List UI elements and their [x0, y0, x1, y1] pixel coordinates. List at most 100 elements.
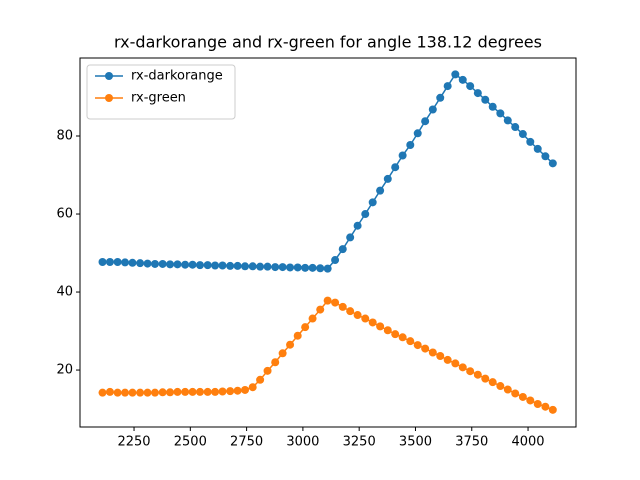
plot-area: [98, 70, 557, 414]
data-point: [331, 256, 340, 265]
data-point: [188, 260, 197, 269]
data-point: [383, 326, 392, 335]
data-point: [473, 89, 482, 98]
data-point: [376, 322, 385, 331]
data-point: [278, 263, 287, 272]
data-point: [271, 358, 280, 367]
y-tick-label: 60: [56, 207, 73, 222]
data-point: [301, 263, 310, 272]
data-point: [203, 261, 212, 270]
data-point: [316, 305, 325, 314]
x-tick-label: 3750: [455, 435, 488, 450]
data-point: [323, 296, 332, 305]
data-point: [218, 261, 227, 270]
y-tick-label: 40: [56, 285, 73, 300]
data-point: [233, 386, 242, 395]
data-point: [203, 387, 212, 396]
data-point: [271, 263, 280, 272]
legend-label: rx-green: [131, 91, 186, 106]
data-point: [338, 245, 347, 254]
data-point: [105, 387, 114, 396]
data-point: [488, 378, 497, 387]
data-point: [503, 116, 512, 125]
data-point: [105, 258, 114, 267]
data-point: [128, 388, 137, 397]
data-point: [413, 129, 422, 138]
data-point: [518, 130, 527, 139]
data-point: [436, 93, 445, 102]
legend-marker: [105, 94, 113, 102]
data-point: [451, 70, 460, 79]
data-point: [113, 258, 122, 267]
data-point: [136, 259, 145, 268]
data-point: [293, 263, 302, 272]
data-point: [121, 258, 130, 267]
data-point: [526, 137, 535, 146]
data-point: [346, 307, 355, 316]
legend-label: rx-darkorange: [131, 69, 223, 84]
axes-frame: [79, 57, 577, 428]
x-tick-label: 2500: [174, 435, 207, 450]
data-point: [121, 388, 130, 397]
data-point: [196, 387, 205, 396]
data-point: [166, 388, 175, 397]
data-point: [353, 311, 362, 320]
data-point: [503, 385, 512, 394]
data-point: [211, 387, 220, 396]
x-tick-label: 3500: [399, 435, 432, 450]
data-point: [541, 402, 550, 411]
data-point: [518, 392, 527, 401]
data-point: [473, 370, 482, 379]
y-tick-label: 80: [56, 129, 73, 144]
data-point: [361, 210, 370, 219]
data-point: [166, 260, 175, 269]
data-point: [181, 387, 190, 396]
data-point: [256, 262, 265, 271]
data-point: [398, 333, 407, 342]
data-point: [181, 260, 190, 269]
data-point: [436, 352, 445, 361]
data-point: [150, 388, 159, 397]
data-point: [136, 388, 145, 397]
data-point: [413, 341, 422, 350]
x-tick-label: 4000: [511, 435, 544, 450]
data-point: [406, 337, 415, 346]
data-point: [158, 259, 167, 268]
x-tick-label: 2250: [117, 435, 150, 450]
data-point: [308, 263, 317, 272]
data-point: [308, 314, 317, 323]
data-point: [458, 75, 467, 84]
data-point: [481, 95, 490, 104]
data-point: [533, 144, 542, 153]
data-point: [376, 186, 385, 195]
data-point: [391, 163, 400, 172]
data-point: [286, 263, 295, 272]
data-point: [346, 233, 355, 242]
data-point: [241, 262, 250, 271]
data-point: [533, 399, 542, 408]
data-point: [451, 359, 460, 368]
data-point: [466, 367, 475, 376]
data-point: [293, 331, 302, 340]
data-point: [353, 221, 362, 230]
data-point: [383, 174, 392, 183]
data-point: [466, 82, 475, 91]
x-tick-label: 3000: [286, 435, 319, 450]
data-point: [301, 323, 310, 332]
data-point: [248, 262, 257, 271]
legend-marker: [105, 72, 113, 80]
chart-title: rx-darkorange and rx-green for angle 138…: [114, 33, 542, 52]
data-point: [98, 388, 107, 397]
y-tick-label: 20: [56, 363, 73, 378]
data-point: [548, 405, 557, 414]
data-point: [511, 389, 520, 398]
data-point: [368, 198, 377, 207]
legend: rx-darkorange rx-green: [86, 64, 236, 120]
data-point: [488, 102, 497, 111]
data-point: [443, 355, 452, 364]
data-point: [428, 348, 437, 357]
data-point: [398, 151, 407, 160]
data-point: [218, 387, 227, 396]
data-point: [150, 259, 159, 268]
